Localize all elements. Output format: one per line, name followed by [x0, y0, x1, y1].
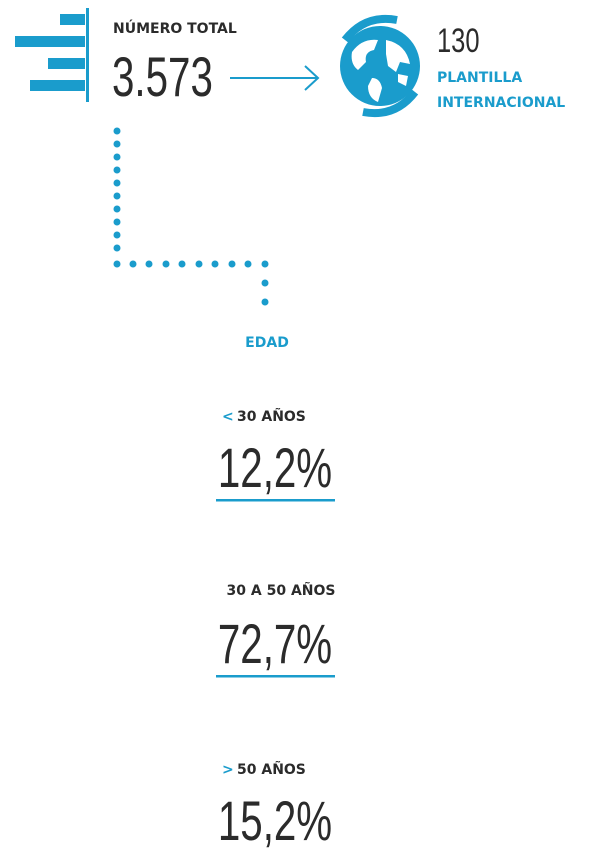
arrow: [230, 65, 320, 91]
total-label: NÚMERO TOTAL: [113, 19, 237, 37]
age-value: 72,7%: [218, 614, 332, 676]
age-symbol: <: [222, 409, 234, 425]
underline: [216, 499, 335, 502]
international-value: 130: [437, 23, 480, 60]
age-title: EDAD: [245, 335, 289, 351]
total-value: 3.573: [112, 47, 213, 109]
age-label: 30 A 50 AÑOS: [227, 582, 336, 599]
age-label: 50 AÑOS: [237, 761, 306, 778]
international-label: PLANTILLA: [437, 70, 522, 86]
international-label: INTERNACIONAL: [437, 95, 565, 111]
age-value: 15,2%: [218, 791, 332, 850]
age-value: 12,2%: [218, 438, 332, 500]
age-symbol: >: [222, 762, 234, 778]
globe-icon: [340, 15, 420, 117]
age-label: 30 AÑOS: [237, 408, 306, 425]
dotted-connector: [113, 127, 269, 306]
bar-icon: [15, 8, 89, 102]
underline: [216, 675, 335, 678]
